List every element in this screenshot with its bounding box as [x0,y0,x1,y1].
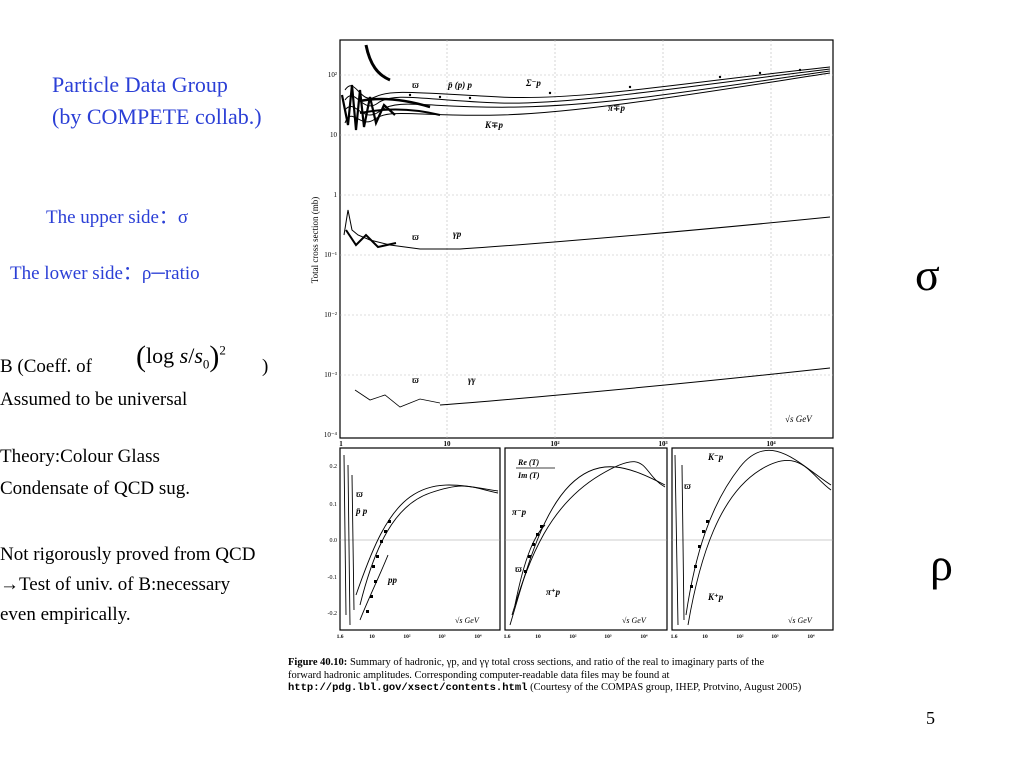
label-k-p: K∓p [484,120,504,130]
rho-panel-1-points [366,520,391,613]
caption-url[interactable]: http://pdg.lbl.gov/xsect/contents.html [288,682,528,694]
slide-title-line2: (by COMPETE collab.) [52,104,262,129]
lower-side-note: The lower side：ρ─ratio [10,263,200,284]
formula-exp: 2 [219,342,226,358]
rho2-xtick: 10 [535,634,541,640]
upper-side-note: The upper side：σ [46,207,189,228]
p2-sqrt-s: √s GeV [622,616,647,625]
top-sqrt-s-label: √s GeV [785,414,813,424]
not-proved-line2: →Test of univ. of B:necessary [0,574,231,595]
rho-symbol: ρ [930,539,953,590]
rho-panel-2-curves [509,461,666,626]
page-number: 5 [926,708,935,728]
caption-line3: (Courtesy of the COMPAS group, IHEP, Pro… [527,682,802,693]
top-ytick: 10⁻³ [324,371,337,379]
rho-ytick: 0.1 [330,502,338,508]
top-xtick: 10⁴ [766,440,776,448]
not-proved-line3: even empirically. [0,604,131,625]
caption-bold: Figure 40.10: [288,657,348,668]
rho2-xtick: 10³ [604,634,612,640]
p2-label-pip: π⁺p [546,587,561,597]
p3-label-km: K⁻p [707,452,724,462]
top-ytick: 10⁻² [324,311,337,319]
rho3-xtick: 10⁴ [807,634,815,640]
rho1-xtick: 1.6 [337,634,344,640]
label-pi-p: π∓p [608,103,625,113]
rho-ytick: -0.1 [328,575,338,581]
formula-slash: / [188,343,195,368]
rho3-xtick: 10³ [771,634,779,640]
rho3-xtick: 10² [736,634,744,640]
rho-panel-3-points [690,520,709,588]
figure-caption: Figure 40.10: Summary of hadronic, γp, a… [288,657,801,695]
pdg-figure: 10² 10 1 10⁻¹ 10⁻² 10⁻³ 10⁻⁴ 1 10 10² 10… [310,39,834,640]
caption-line1: Summary of hadronic, γp, and γγ total cr… [347,657,765,668]
b-coeff-prefix: B (Coeff. of [0,356,92,377]
gamma-gamma-curve [354,367,831,408]
label-pbar-p: p̄ (p) p [447,80,472,90]
hadronic-curves [340,44,831,131]
rho-panel-3-frame [671,447,834,631]
p1-sqrt-s: √s GeV [455,616,480,625]
p1-label-pp: pp [387,575,398,585]
formula-s: s [179,343,189,368]
rho-panel-3-curves [674,449,832,626]
top-ylabel: Total cross section (mb) [310,197,320,284]
label-gamma-p: γp [453,229,462,239]
slide-title-line1: Particle Data Group [52,72,228,97]
rho1-xtick: 10⁴ [474,634,482,640]
label-sigma-p: Σ⁻p [525,78,541,88]
universal-note: Assumed to be universal [0,389,188,410]
formula-s0: s [194,343,203,368]
top-xtick: 10 [444,440,452,448]
p2-label-pim: π⁻p [512,507,527,517]
top-ytick: 10 [330,131,338,139]
p2-omega: ϖ [515,564,522,574]
label-omega-gg: ϖ [412,375,419,385]
theory-line1: Theory:Colour Glass [0,446,160,467]
rho-panel-2-points [524,525,543,573]
p1-label-pbar: p̄ p [355,506,368,516]
rho-ytick: 0.0 [330,538,338,544]
top-xtick: 1 [339,440,343,448]
p1-omega: ϖ [356,489,363,499]
label-gamma-gamma: γγ [468,375,476,385]
top-ytick: 1 [334,191,338,199]
rho-ytick: 0.2 [330,464,338,470]
rho-panel-1-curves [343,454,499,626]
rho1-xtick: 10³ [438,634,446,640]
sigma-symbol: σ [915,249,940,300]
top-xtick: 10² [550,440,559,448]
label-omega-top: ϖ [412,80,419,90]
theory-line2: Condensate of QCD sug. [0,478,190,499]
formula-log: log [146,343,175,368]
p2-label-im: Im (T) [517,471,540,480]
not-proved-line1: Not rigorously proved from QCD [0,544,256,565]
top-xtick: 10³ [658,440,667,448]
p3-label-kp: K⁺p [707,592,724,602]
p3-omega: ϖ [684,481,691,491]
gamma-p-curve [343,209,831,250]
p3-sqrt-s: √s GeV [788,616,813,625]
rho2-xtick: 10² [569,634,577,640]
rho2-xtick: 10⁴ [640,634,648,640]
rho-panel-1-frame [339,447,501,631]
rho-ytick: -0.2 [328,611,338,617]
formula-sub: 0 [202,356,210,372]
label-omega-gp: ϖ [412,232,419,242]
hadronic-markers [408,68,802,100]
rho1-xtick: 10² [403,634,411,640]
rho3-xtick: 1.6 [671,634,678,640]
rho1-xtick: 10 [369,634,375,640]
b-coeff-suffix: ) [262,356,269,377]
rho3-xtick: 10 [702,634,708,640]
top-ytick: 10⁻⁴ [324,431,338,439]
rho2-xtick: 1.6 [504,634,511,640]
p2-label-re: Re (T) [517,458,539,467]
b-formula: (log s/s0)2 [136,340,226,373]
top-ytick: 10⁻¹ [324,251,337,259]
caption-line2: forward hadronic amplitudes. Correspondi… [288,669,670,681]
rho-panel-2-frame [504,447,668,631]
top-ytick: 10² [328,71,337,79]
